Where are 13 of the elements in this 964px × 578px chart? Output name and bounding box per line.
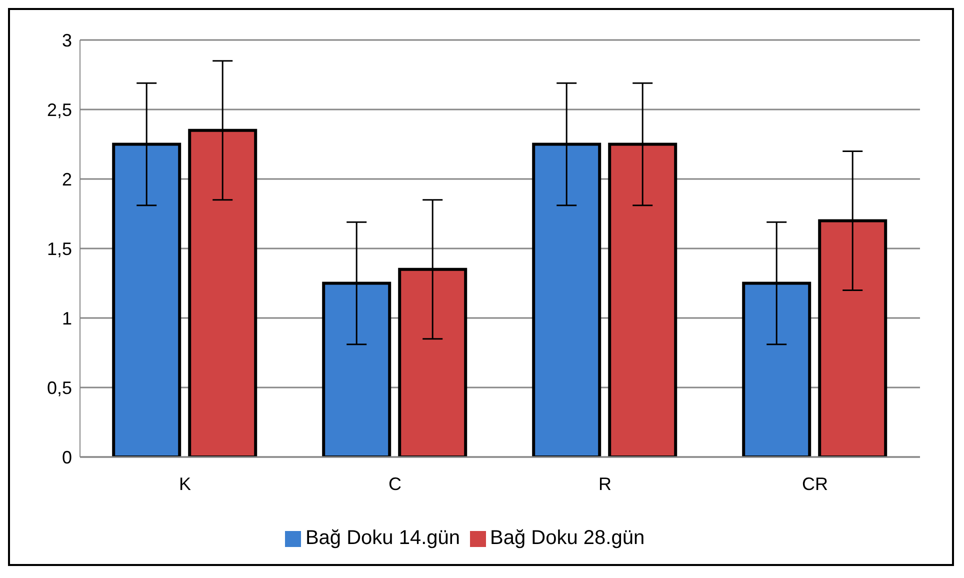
x-tick-label: K: [178, 474, 192, 494]
legend-label: Bağ Doku 28.gün: [490, 527, 645, 549]
y-tick-label: 1: [62, 308, 72, 328]
y-tick-label: 3: [62, 30, 72, 50]
y-tick-label: 2,5: [46, 100, 72, 120]
x-tick-label: C: [388, 474, 402, 494]
y-tick-label: 2: [62, 169, 72, 190]
y-tick-label: 0,5: [46, 378, 72, 398]
x-tick-label: CR: [802, 474, 828, 494]
legend-label: Bağ Doku 14.gün: [305, 527, 460, 549]
y-tick-label: 1,5: [46, 238, 72, 259]
x-tick-label: R: [598, 474, 612, 494]
y-tick-label: 0: [62, 447, 72, 468]
